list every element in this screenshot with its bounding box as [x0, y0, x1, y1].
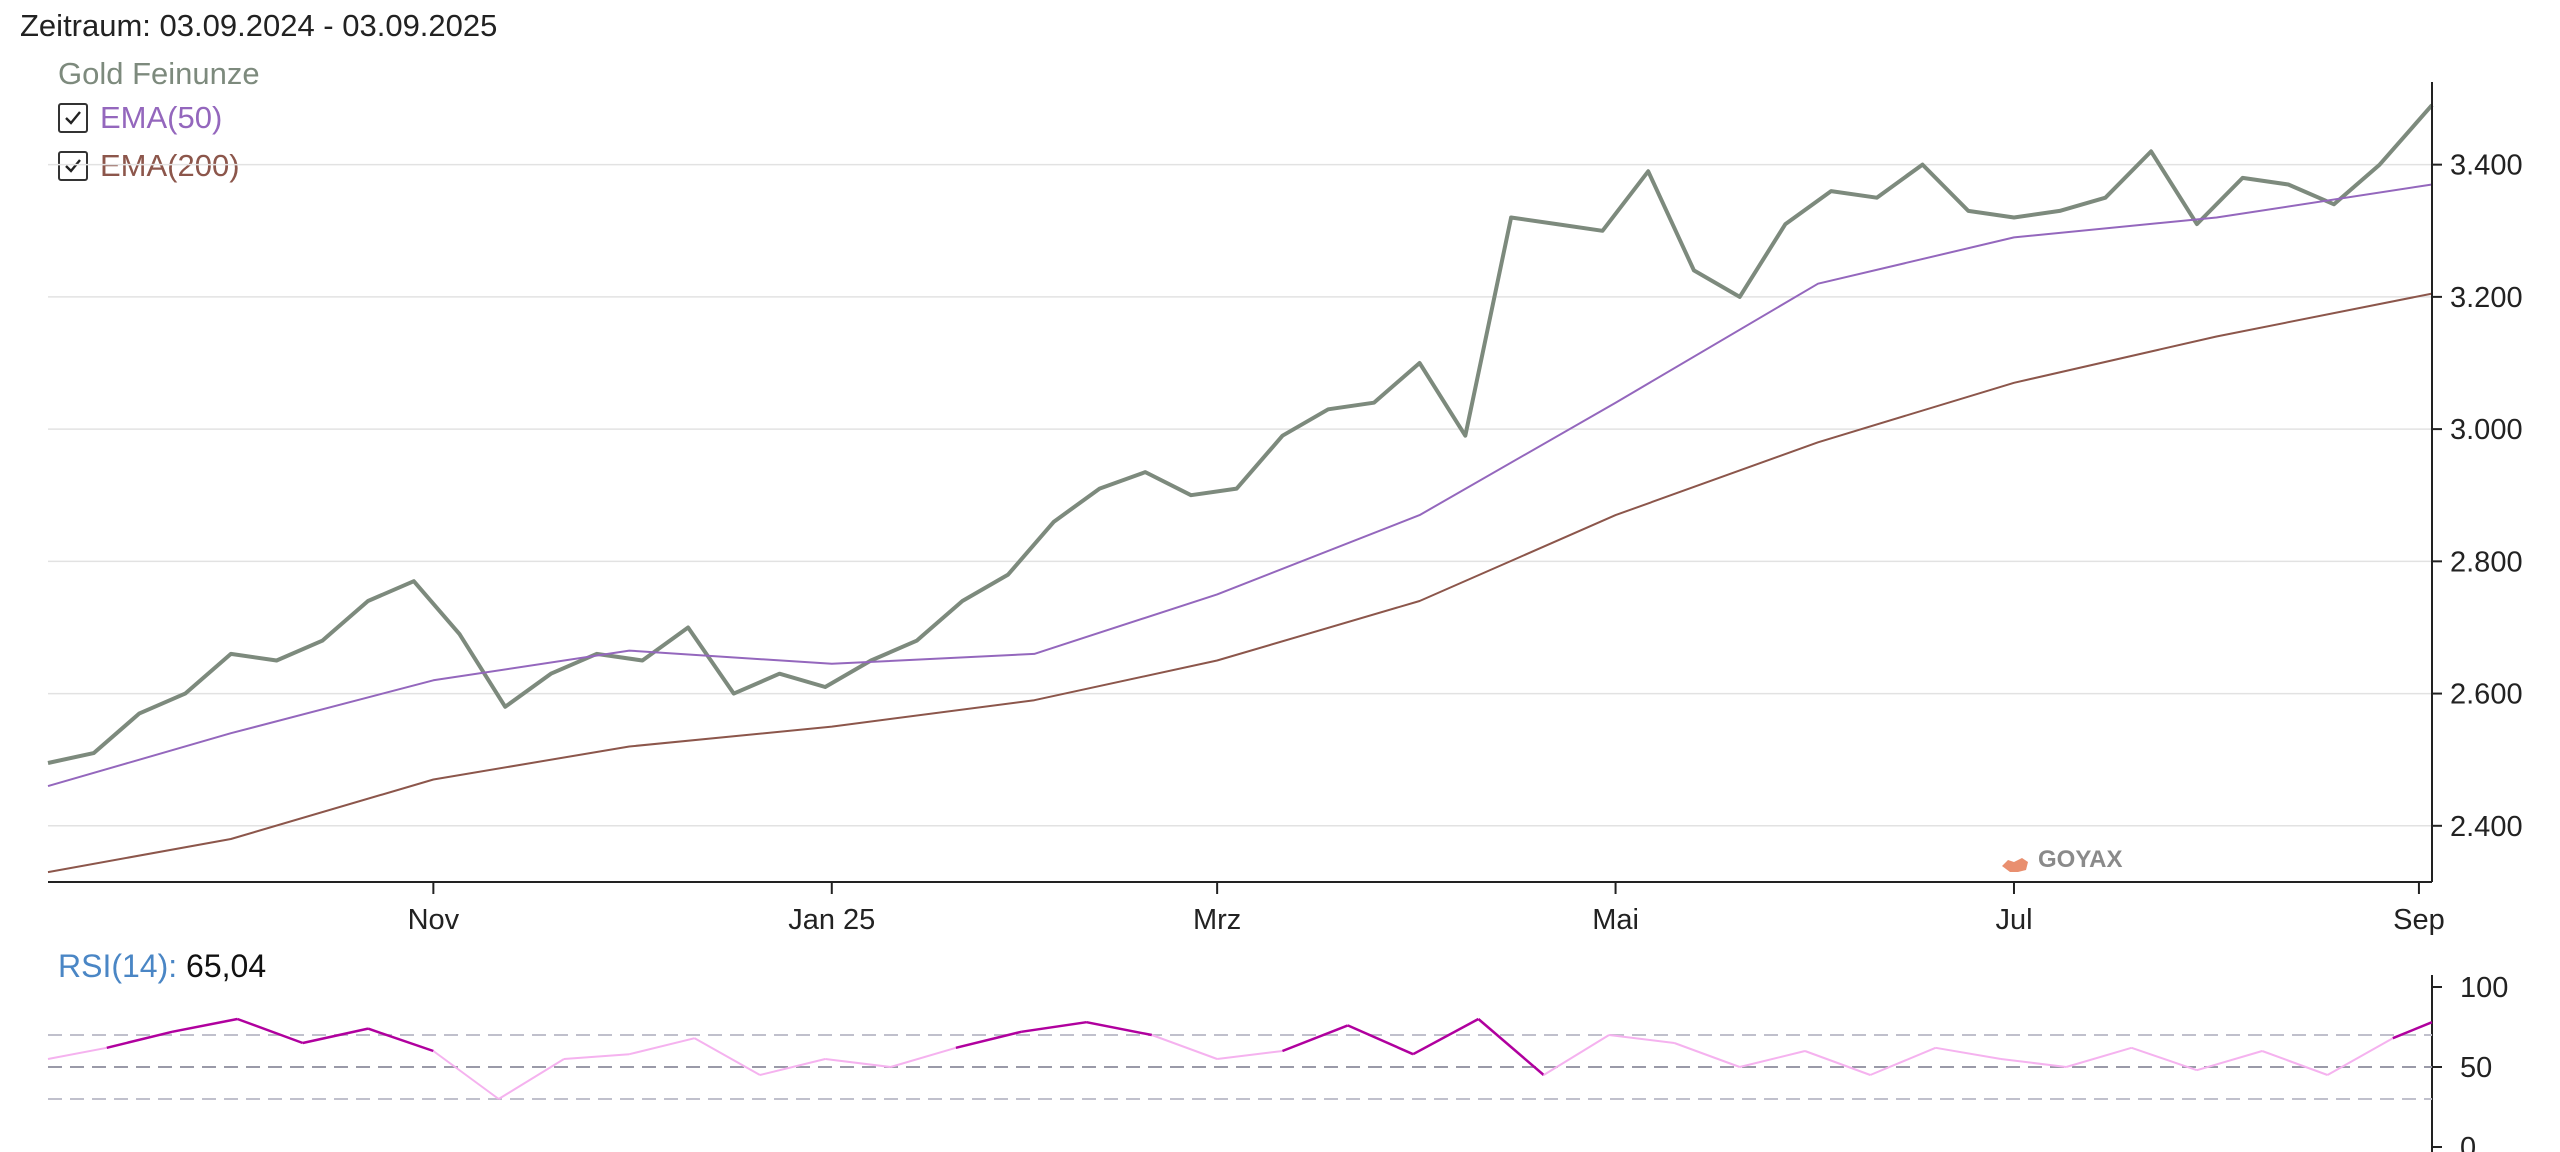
y-tick-label: 2.400	[2450, 811, 2523, 843]
x-tick-label: Sep	[2393, 904, 2445, 936]
rsi-label: RSI(14): 65,04	[58, 948, 266, 985]
rsi-segment	[236, 1017, 304, 1045]
rsi-segment	[2000, 1058, 2067, 1068]
ema200-checkbox[interactable]	[58, 151, 88, 181]
rsi-y-tick-label: 50	[2460, 1052, 2492, 1084]
rsi-segment	[1477, 1018, 1545, 1076]
rsi-segment	[2131, 1046, 2198, 1072]
rsi-segment	[1869, 1046, 1936, 1076]
x-tick-label: Mai	[1592, 904, 1639, 936]
logo-text: GOYAX	[2038, 846, 2122, 873]
period-label: Zeitraum: 03.09.2024 - 03.09.2025	[20, 8, 498, 43]
rsi-segment	[1021, 1020, 1087, 1034]
rsi-segment	[367, 1027, 434, 1053]
checkmark-icon	[65, 111, 81, 125]
series-line-price	[47, 103, 2434, 765]
rsi-segment	[302, 1027, 369, 1045]
y-tick-label: 3.200	[2450, 282, 2523, 314]
rsi-segment	[1739, 1050, 1806, 1068]
rsi-segment	[1151, 1034, 1218, 1060]
legend-title: Gold Feinunze	[58, 56, 260, 91]
rsi-segment	[825, 1058, 891, 1068]
series-line-ema200	[47, 292, 2433, 874]
rsi-segment	[171, 1017, 238, 1034]
rsi-segment	[2196, 1050, 2263, 1072]
y-tick-label: 3.400	[2450, 150, 2523, 182]
rsi-segment	[1086, 1020, 1153, 1037]
y-tick-label: 3.000	[2450, 414, 2523, 446]
rsi-segment	[106, 1030, 173, 1050]
checkmark-icon	[65, 159, 81, 173]
rsi-segment	[2392, 1021, 2433, 1040]
rsi-segment	[759, 1058, 826, 1076]
rsi-segment	[563, 1053, 630, 1060]
chart-legend: Gold Feinunze EMA(50) EMA(200)	[58, 54, 260, 190]
ema200-label: EMA(200)	[100, 148, 240, 183]
ema50-label: EMA(50)	[100, 100, 223, 135]
rsi-value: 65,04	[186, 948, 267, 984]
rsi-segment	[1935, 1046, 2002, 1060]
rsi-segment	[1674, 1042, 1741, 1068]
rsi-segment	[1543, 1034, 1610, 1076]
rsi-segment	[629, 1037, 695, 1056]
rsi-segment	[2065, 1046, 2132, 1068]
rsi-segment	[1217, 1050, 1283, 1060]
bull-icon	[2002, 858, 2028, 872]
rsi-segment	[1347, 1024, 1414, 1056]
legend-item-ema200[interactable]: EMA(200)	[58, 142, 260, 190]
series-line-ema50	[47, 183, 2433, 788]
rsi-y-tick-label: 0	[2460, 1132, 2476, 1152]
rsi-segment	[1608, 1034, 1675, 1044]
y-tick-label: 2.800	[2450, 546, 2523, 578]
rsi-segment	[498, 1058, 565, 1100]
x-tick-label: Jan 25	[788, 904, 875, 936]
rsi-segment	[1804, 1050, 1871, 1076]
rsi-segment	[2327, 1037, 2394, 1076]
legend-item-ema50[interactable]: EMA(50)	[58, 94, 260, 142]
rsi-segment	[694, 1037, 761, 1076]
rsi-segment	[2261, 1050, 2328, 1076]
x-tick-label: Jul	[1995, 904, 2032, 936]
rsi-segment	[955, 1030, 1022, 1050]
y-tick-label: 2.600	[2450, 679, 2523, 711]
x-tick-label: Mrz	[1193, 904, 1241, 936]
rsi-segment	[47, 1046, 107, 1060]
bull-icon-shape	[2002, 858, 2028, 872]
rsi-segment	[1281, 1024, 1349, 1053]
x-tick-label: Nov	[408, 904, 460, 936]
ema50-checkbox[interactable]	[58, 103, 88, 133]
rsi-y-tick-label: 100	[2460, 972, 2508, 1004]
rsi-name: RSI(14):	[58, 948, 178, 984]
rsi-segment	[1412, 1017, 1479, 1056]
rsi-segment	[890, 1046, 957, 1068]
rsi-segment	[432, 1050, 500, 1100]
